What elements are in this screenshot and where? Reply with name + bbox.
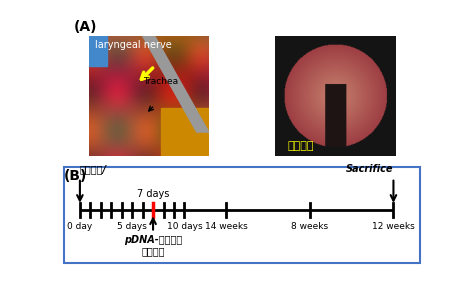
Text: 7 days: 7 days (137, 189, 169, 200)
Text: (A): (A) (74, 20, 98, 34)
Text: 10 days: 10 days (167, 222, 202, 231)
Text: Trachea: Trachea (143, 77, 178, 86)
FancyBboxPatch shape (64, 167, 420, 263)
Text: 0 day: 0 day (67, 222, 93, 231)
Text: 14 weeks: 14 weeks (205, 222, 248, 231)
Bar (160, 108, 209, 156)
Text: 8 weeks: 8 weeks (291, 222, 329, 231)
Text: laryngeal nerve: laryngeal nerve (94, 40, 171, 50)
Polygon shape (143, 36, 209, 132)
Text: 성대마비: 성대마비 (287, 141, 313, 151)
Text: (B): (B) (64, 169, 88, 183)
Bar (89, 36, 107, 66)
Text: 12 weeks: 12 weeks (372, 222, 415, 231)
Text: 성대마비/: 성대마비/ (80, 164, 107, 174)
Text: 5 days: 5 days (117, 222, 147, 231)
Text: 주사주입: 주사주입 (141, 247, 165, 256)
Text: Sacrifice: Sacrifice (346, 164, 394, 174)
Text: pDNA-매트릭스: pDNA-매트릭스 (124, 235, 182, 245)
